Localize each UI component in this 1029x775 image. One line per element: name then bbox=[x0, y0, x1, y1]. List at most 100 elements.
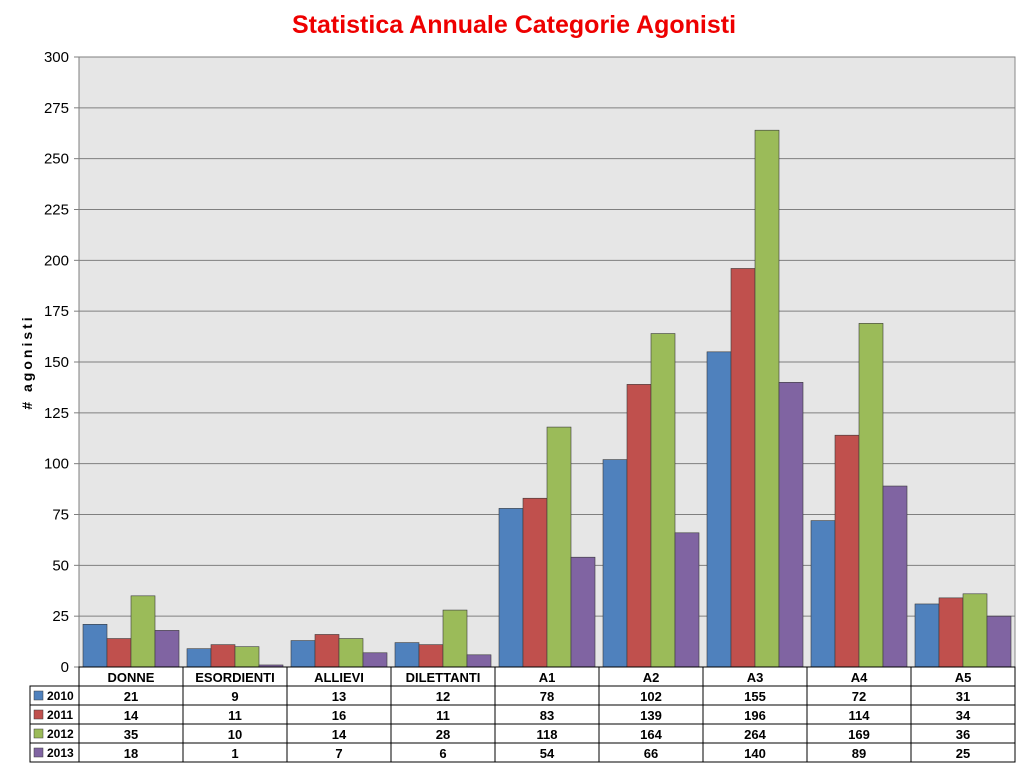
legend-label-2011: 2011 bbox=[47, 708, 73, 722]
table-cell-value: 21 bbox=[124, 689, 138, 704]
table-cell-value: 36 bbox=[956, 727, 970, 742]
y-tick-label: 175 bbox=[44, 303, 69, 320]
table-cell-value: 89 bbox=[852, 746, 866, 761]
category-label: ESORDIENTI bbox=[195, 670, 274, 685]
table-cell-value: 83 bbox=[540, 708, 554, 723]
legend-label-2010: 2010 bbox=[47, 689, 74, 703]
y-tick-label: 125 bbox=[44, 405, 69, 422]
bar-2011-a1 bbox=[522, 497, 548, 668]
bar-2011-dilettanti bbox=[418, 644, 444, 668]
bar-2011-allievi bbox=[314, 634, 340, 668]
bar-2012-a4 bbox=[858, 323, 884, 668]
bar-2010-a2 bbox=[602, 459, 628, 668]
plot-area: 0 25 50 75 100 125 150 175 200 225 250 275 300 bbox=[44, 49, 1016, 676]
y-tick-label: 75 bbox=[52, 507, 69, 524]
table-cell-value: 11 bbox=[436, 708, 450, 723]
table-cell-value: 264 bbox=[744, 727, 766, 742]
y-tick-label: 250 bbox=[44, 151, 69, 168]
table-cell-value: 11 bbox=[228, 708, 242, 723]
table-cell-value: 114 bbox=[849, 708, 871, 723]
legend-label-2013: 2013 bbox=[47, 746, 74, 760]
table-cell-value: 13 bbox=[332, 689, 346, 704]
bar-2010-a3 bbox=[706, 351, 732, 668]
bar-2011-esordienti bbox=[210, 644, 236, 668]
table-cell-value: 14 bbox=[124, 708, 139, 723]
bar-2011-donne bbox=[106, 638, 132, 668]
table-cell-value: 155 bbox=[744, 689, 766, 704]
y-tick-label: 200 bbox=[44, 252, 69, 269]
y-tick-label: 275 bbox=[44, 100, 69, 117]
bar-2011-a4 bbox=[834, 434, 860, 668]
table-cell-value: 140 bbox=[744, 746, 766, 761]
category-label: A1 bbox=[539, 670, 556, 685]
table-cell-value: 9 bbox=[231, 689, 238, 704]
table-cell-value: 196 bbox=[744, 708, 766, 723]
y-axis-label: # agonisti bbox=[19, 314, 35, 409]
table-cell-value: 34 bbox=[956, 708, 971, 723]
y-tick-label: 50 bbox=[52, 557, 69, 574]
table-cell-value: 28 bbox=[436, 727, 450, 742]
bar-2013-a3 bbox=[778, 382, 804, 668]
bar-2012-donne bbox=[130, 595, 156, 668]
bar-2012-a1 bbox=[546, 426, 572, 668]
category-label: DILETTANTI bbox=[406, 670, 481, 685]
chart-title: Statistica Annuale Categorie Agonisti bbox=[292, 11, 736, 39]
bar-2013-a2 bbox=[674, 532, 700, 668]
legend-swatch-2012 bbox=[33, 728, 44, 739]
table-cell-value: 16 bbox=[332, 708, 346, 723]
y-tick-label: 150 bbox=[44, 354, 69, 371]
table-cell-value: 10 bbox=[228, 727, 242, 742]
table-cell-value: 72 bbox=[852, 689, 866, 704]
bar-2010-donne bbox=[82, 623, 108, 668]
category-label: A3 bbox=[747, 670, 764, 685]
category-label: A5 bbox=[955, 670, 972, 685]
table-cell-value: 78 bbox=[540, 689, 554, 704]
y-tick-label: 300 bbox=[44, 49, 69, 66]
bar-2013-a1 bbox=[570, 556, 596, 668]
bar-2010-allievi bbox=[290, 640, 316, 668]
legend-label-2012: 2012 bbox=[47, 727, 74, 741]
table-cell-value: 6 bbox=[439, 746, 446, 761]
bar-2010-esordienti bbox=[186, 648, 212, 668]
legend-swatch-2010 bbox=[33, 690, 44, 701]
bar-2010-dilettanti bbox=[394, 642, 420, 668]
bar-2012-esordienti bbox=[234, 646, 260, 668]
y-tick-label: 0 bbox=[61, 659, 69, 676]
legend-swatch-2013 bbox=[33, 747, 44, 758]
y-tick-label: 225 bbox=[44, 202, 69, 219]
category-label: A2 bbox=[643, 670, 660, 685]
bar-2013-donne bbox=[154, 630, 180, 668]
bar-2010-a5 bbox=[914, 603, 940, 668]
table-cell-value: 66 bbox=[644, 746, 658, 761]
bar-2011-a3 bbox=[730, 268, 756, 668]
data-table: DONNE ESORDIENTI ALLIEVI DILETTANTI A1 A2 A3 A4… bbox=[29, 666, 1016, 763]
table-cell-value: 1 bbox=[231, 746, 238, 761]
table-cell-value: 169 bbox=[848, 727, 870, 742]
table-cell-value: 54 bbox=[540, 746, 555, 761]
legend-swatch-2011 bbox=[33, 709, 44, 720]
bar-2010-a4 bbox=[810, 520, 836, 668]
table-cell-value: 102 bbox=[640, 689, 662, 704]
bar-2013-dilettanti bbox=[466, 654, 492, 668]
table-cell-value: 31 bbox=[956, 689, 970, 704]
table-cell-value: 25 bbox=[956, 746, 970, 761]
bar-2013-a4 bbox=[882, 485, 908, 668]
table-cell-value: 139 bbox=[640, 708, 662, 723]
table-cell-value: 12 bbox=[436, 689, 450, 704]
y-tick-label: 100 bbox=[44, 456, 69, 473]
bar-2012-allievi bbox=[338, 638, 364, 668]
bar-2012-a5 bbox=[962, 593, 988, 668]
bar-2012-a2 bbox=[650, 333, 676, 668]
bar-2011-a2 bbox=[626, 384, 652, 668]
table-cell-value: 118 bbox=[537, 727, 558, 742]
table-cell-value: 35 bbox=[124, 727, 138, 742]
bar-2013-a5 bbox=[986, 615, 1012, 668]
bar-2012-a3 bbox=[754, 129, 780, 668]
category-label: A4 bbox=[851, 670, 868, 685]
category-label: DONNE bbox=[108, 670, 155, 685]
table-cell-value: 18 bbox=[124, 746, 138, 761]
bar-2011-a5 bbox=[938, 597, 964, 668]
bar-2013-allievi bbox=[362, 652, 388, 668]
